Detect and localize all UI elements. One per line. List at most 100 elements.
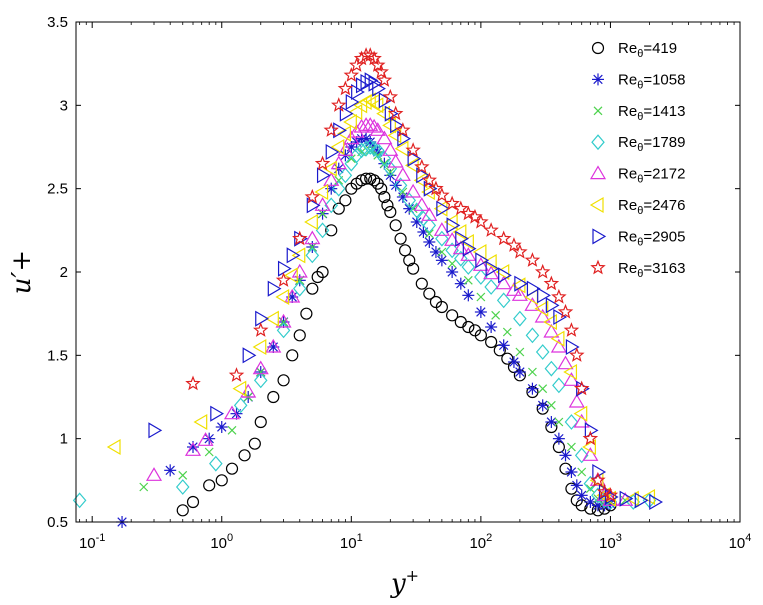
data-point: [557, 303, 574, 319]
data-point: [277, 374, 290, 387]
data-point: [370, 142, 385, 159]
data-point: [382, 117, 396, 134]
data-point: [445, 242, 459, 259]
data-point: [139, 482, 149, 492]
data-point: [485, 260, 500, 277]
data-point: [339, 105, 354, 122]
data-point: [359, 172, 373, 185]
data-point: [325, 143, 340, 161]
data-point: [604, 488, 619, 506]
data-point: [495, 263, 510, 281]
legend-marker: [592, 228, 607, 245]
data-point: [382, 142, 399, 156]
data-point: [524, 252, 541, 267]
data-point: [377, 150, 392, 167]
data-point: [387, 105, 404, 121]
data-point: [573, 380, 590, 396]
data-point: [485, 335, 498, 349]
data-point: [474, 329, 487, 342]
y-tick-label: 2.5: [47, 181, 68, 198]
data-point: [443, 213, 458, 231]
x-tick-label: 104: [729, 532, 752, 552]
data-point: [537, 287, 551, 304]
data-point: [300, 307, 313, 320]
data-point: [474, 269, 488, 285]
data-point: [552, 377, 566, 394]
data-point: [291, 263, 308, 278]
series-8: [185, 47, 619, 502]
data-point: [203, 479, 216, 492]
data-point: [485, 321, 498, 333]
data-point: [506, 237, 522, 252]
data-point: [525, 327, 540, 344]
data-point: [421, 207, 438, 221]
data-point: [513, 310, 527, 327]
data-point: [338, 167, 353, 184]
data-point: [413, 197, 430, 211]
data-point: [275, 313, 292, 328]
data-point: [323, 172, 340, 186]
data-point: [535, 344, 550, 360]
legend-item: Reθ=1413: [593, 103, 685, 123]
data-point: [407, 262, 420, 275]
x-tick-label: 101: [340, 532, 363, 552]
data-point: [210, 405, 225, 422]
data-point: [434, 187, 450, 202]
data-point: [387, 127, 402, 144]
data-point: [424, 229, 434, 239]
data-point: [619, 490, 634, 507]
data-point: [248, 437, 261, 450]
y-tick-label: 0.5: [47, 514, 68, 531]
data-point: [330, 97, 347, 112]
data-point: [362, 117, 379, 131]
data-point: [422, 217, 437, 234]
data-point: [292, 280, 307, 297]
data-point: [491, 310, 501, 320]
data-point: [553, 308, 568, 326]
data-point: [185, 375, 201, 391]
data-point: [175, 479, 190, 495]
data-point: [315, 222, 330, 239]
data-point: [575, 489, 588, 502]
y-tick-label: 2: [60, 264, 68, 281]
data-point: [318, 209, 327, 219]
data-point: [376, 130, 393, 145]
x-tick-label: 10-1: [79, 532, 105, 552]
data-point: [382, 88, 399, 104]
data-point: [253, 372, 268, 389]
data-point: [585, 484, 595, 494]
data-point: [373, 63, 389, 79]
legend-item: Reθ=1058: [592, 71, 685, 91]
data-point: [305, 247, 320, 264]
data-point: [528, 367, 537, 377]
data-point: [363, 139, 378, 155]
legend-marker: [591, 41, 605, 55]
data-point: [568, 393, 585, 408]
data-point: [145, 467, 163, 481]
data-point: [225, 462, 239, 475]
data-point: [452, 240, 469, 255]
data-point: [373, 150, 383, 160]
data-point: [435, 230, 449, 247]
data-point: [291, 247, 306, 264]
data-point: [240, 383, 257, 398]
data-point: [570, 479, 583, 492]
data-point: [228, 367, 245, 382]
data-point: [255, 310, 269, 327]
legend-label: Reθ=2172: [618, 166, 685, 186]
y-tick-label: 3: [60, 97, 68, 114]
data-point: [383, 160, 398, 177]
data-point: [557, 355, 574, 370]
data-point: [184, 442, 202, 456]
data-point: [415, 277, 428, 290]
data-point: [394, 167, 411, 181]
data-point: [483, 265, 500, 280]
data-point: [348, 57, 365, 72]
data-point: [349, 147, 364, 164]
data-point: [414, 158, 430, 174]
data-point: [148, 422, 163, 439]
data-point: [314, 155, 331, 171]
data-point: [106, 438, 121, 456]
data-point: [446, 217, 461, 234]
data-point: [513, 366, 526, 378]
